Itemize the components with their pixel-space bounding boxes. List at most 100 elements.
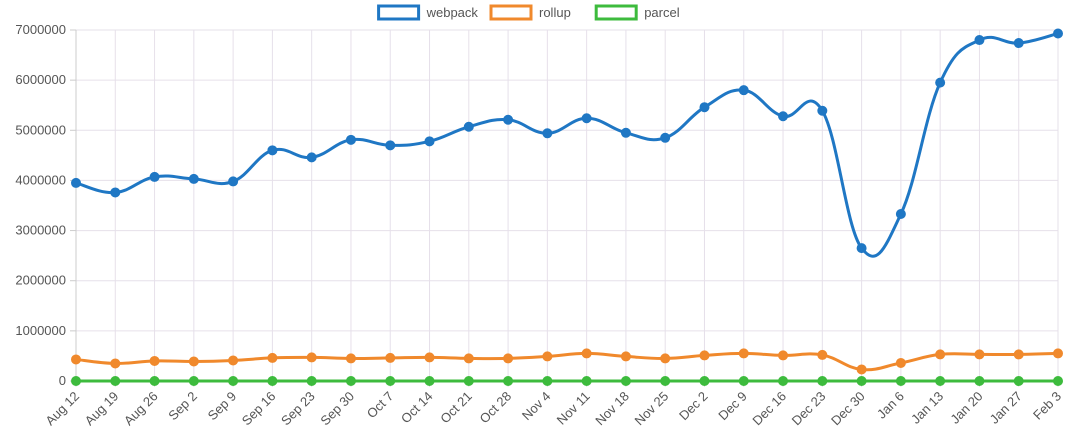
x-tick-label: Oct 7 bbox=[364, 389, 397, 422]
data-point-parcel[interactable] bbox=[778, 376, 789, 386]
data-point-parcel[interactable] bbox=[699, 376, 710, 386]
data-point-parcel[interactable] bbox=[581, 376, 592, 386]
data-point-webpack[interactable] bbox=[149, 171, 160, 182]
data-point-webpack[interactable] bbox=[581, 113, 592, 124]
legend-swatch bbox=[594, 4, 638, 21]
x-tick-label: Jan 27 bbox=[987, 389, 1025, 427]
data-point-parcel[interactable] bbox=[1013, 376, 1024, 386]
data-point-webpack[interactable] bbox=[974, 35, 985, 46]
x-tick-label: Sep 2 bbox=[165, 389, 200, 424]
data-point-rollup[interactable] bbox=[149, 355, 160, 366]
data-point-rollup[interactable] bbox=[581, 348, 592, 359]
data-point-parcel[interactable] bbox=[424, 376, 435, 386]
data-point-rollup[interactable] bbox=[660, 353, 671, 364]
data-point-webpack[interactable] bbox=[345, 134, 356, 145]
data-point-webpack[interactable] bbox=[1013, 38, 1024, 49]
x-tick-label: Nov 18 bbox=[592, 389, 632, 429]
data-point-rollup[interactable] bbox=[188, 356, 199, 367]
data-point-webpack[interactable] bbox=[267, 145, 278, 156]
data-point-parcel[interactable] bbox=[935, 376, 946, 386]
data-point-parcel[interactable] bbox=[463, 376, 474, 386]
data-point-webpack[interactable] bbox=[738, 85, 749, 96]
series-line-rollup bbox=[75, 351, 1059, 372]
data-point-parcel[interactable] bbox=[110, 376, 121, 386]
x-tick-label: Nov 4 bbox=[519, 389, 554, 424]
data-point-rollup[interactable] bbox=[345, 353, 356, 364]
legend-item-parcel[interactable]: parcel bbox=[594, 4, 680, 21]
data-point-rollup[interactable] bbox=[738, 348, 749, 359]
data-point-parcel[interactable] bbox=[1053, 376, 1063, 386]
data-point-rollup[interactable] bbox=[71, 354, 81, 365]
data-point-rollup[interactable] bbox=[699, 350, 710, 361]
data-point-webpack[interactable] bbox=[699, 102, 710, 113]
data-point-parcel[interactable] bbox=[345, 376, 356, 386]
data-point-webpack[interactable] bbox=[188, 173, 199, 184]
data-point-webpack[interactable] bbox=[895, 209, 906, 220]
x-tick-label: Nov 25 bbox=[632, 389, 672, 429]
data-point-parcel[interactable] bbox=[542, 376, 553, 386]
data-point-rollup[interactable] bbox=[935, 349, 946, 360]
data-point-parcel[interactable] bbox=[71, 376, 81, 386]
data-point-parcel[interactable] bbox=[385, 376, 396, 386]
y-tick-label: 2000000 bbox=[15, 273, 66, 288]
data-point-parcel[interactable] bbox=[503, 376, 514, 386]
data-point-rollup[interactable] bbox=[463, 353, 474, 364]
legend-item-rollup[interactable]: rollup bbox=[489, 4, 571, 21]
data-point-rollup[interactable] bbox=[895, 357, 906, 368]
legend[interactable]: webpack rollup parcel bbox=[377, 4, 680, 21]
data-point-parcel[interactable] bbox=[856, 376, 867, 386]
data-point-rollup[interactable] bbox=[228, 355, 239, 366]
data-point-webpack[interactable] bbox=[385, 140, 396, 151]
data-point-webpack[interactable] bbox=[228, 176, 239, 187]
x-tick-label: Dec 23 bbox=[789, 389, 829, 429]
x-tick-label: Nov 11 bbox=[554, 389, 593, 428]
data-point-parcel[interactable] bbox=[660, 376, 671, 386]
data-point-webpack[interactable] bbox=[856, 243, 867, 254]
data-point-rollup[interactable] bbox=[385, 352, 396, 363]
data-point-webpack[interactable] bbox=[424, 136, 435, 147]
data-point-rollup[interactable] bbox=[267, 352, 278, 363]
data-point-parcel[interactable] bbox=[974, 376, 985, 386]
data-point-rollup[interactable] bbox=[778, 350, 789, 361]
data-point-webpack[interactable] bbox=[71, 177, 81, 188]
y-tick-label: 7000000 bbox=[15, 22, 66, 37]
data-point-webpack[interactable] bbox=[778, 111, 789, 122]
data-point-rollup[interactable] bbox=[424, 352, 435, 363]
y-tick-label: 0 bbox=[59, 373, 66, 388]
x-tick-label: Oct 21 bbox=[437, 389, 475, 427]
data-point-parcel[interactable] bbox=[817, 376, 828, 386]
data-point-webpack[interactable] bbox=[463, 121, 474, 132]
data-point-rollup[interactable] bbox=[856, 364, 867, 375]
data-point-parcel[interactable] bbox=[149, 376, 160, 386]
data-point-webpack[interactable] bbox=[660, 132, 671, 143]
data-point-rollup[interactable] bbox=[817, 349, 828, 360]
data-point-webpack[interactable] bbox=[620, 127, 631, 138]
legend-item-webpack[interactable]: webpack bbox=[377, 4, 479, 21]
data-point-webpack[interactable] bbox=[935, 77, 946, 88]
data-point-rollup[interactable] bbox=[1013, 349, 1024, 360]
data-point-webpack[interactable] bbox=[503, 114, 514, 125]
data-point-webpack[interactable] bbox=[306, 152, 317, 163]
data-point-parcel[interactable] bbox=[306, 376, 317, 386]
data-point-webpack[interactable] bbox=[817, 105, 828, 116]
data-point-rollup[interactable] bbox=[620, 351, 631, 362]
series-parcel bbox=[71, 376, 1063, 386]
data-point-webpack[interactable] bbox=[542, 128, 553, 139]
legend-label: parcel bbox=[644, 5, 680, 20]
data-point-rollup[interactable] bbox=[503, 353, 514, 364]
data-point-rollup[interactable] bbox=[974, 349, 985, 360]
data-point-parcel[interactable] bbox=[895, 376, 906, 386]
data-point-rollup[interactable] bbox=[1053, 348, 1063, 359]
data-point-parcel[interactable] bbox=[188, 376, 199, 386]
data-point-parcel[interactable] bbox=[267, 376, 278, 386]
data-point-parcel[interactable] bbox=[620, 376, 631, 386]
data-point-parcel[interactable] bbox=[228, 376, 239, 386]
data-point-parcel[interactable] bbox=[738, 376, 749, 386]
data-point-rollup[interactable] bbox=[110, 358, 121, 369]
x-tick-label: Aug 19 bbox=[82, 389, 122, 429]
data-point-rollup[interactable] bbox=[542, 351, 553, 362]
legend-swatch bbox=[489, 4, 533, 21]
data-point-webpack[interactable] bbox=[110, 187, 121, 198]
data-point-rollup[interactable] bbox=[306, 352, 317, 363]
data-point-webpack[interactable] bbox=[1053, 28, 1063, 39]
